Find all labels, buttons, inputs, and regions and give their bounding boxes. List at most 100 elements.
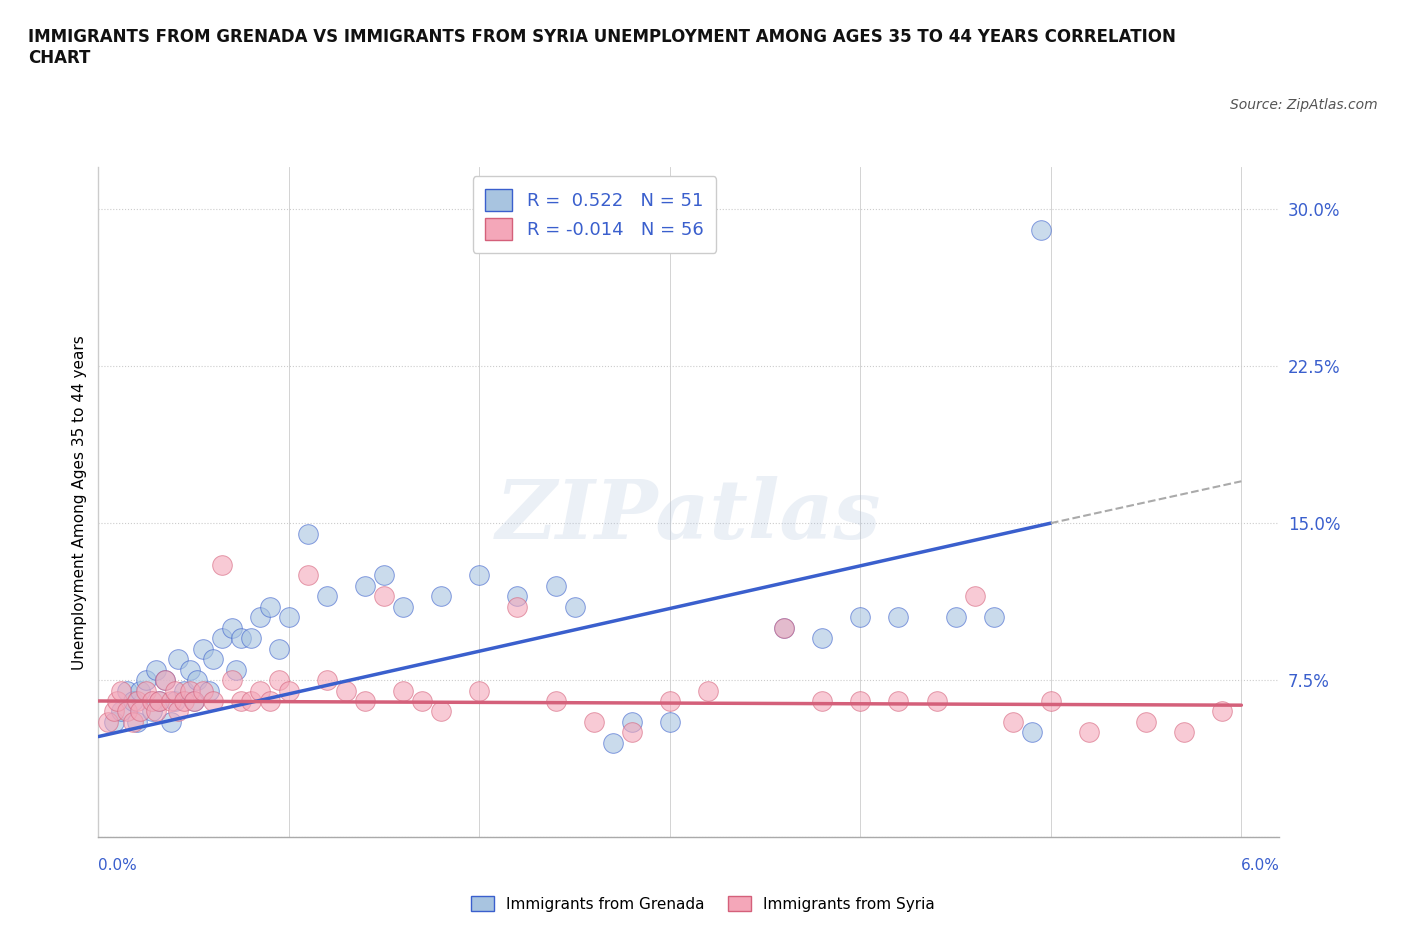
Point (373, 589, 395, 604)
Point (259, 600, 281, 615)
Text: 0.0%: 0.0% (98, 857, 138, 872)
Point (121, 694, 143, 709)
Point (159, 694, 181, 709)
Point (186, 672, 208, 687)
Point (179, 662, 201, 677)
Point (259, 694, 281, 709)
Point (658, 714, 681, 729)
Point (468, 568, 491, 583)
Point (173, 694, 195, 709)
Point (1173, 725, 1195, 740)
Point (316, 672, 339, 687)
Point (582, 714, 605, 729)
Point (544, 578, 567, 593)
Point (153, 672, 176, 687)
Point (297, 568, 319, 583)
Point (354, 578, 377, 593)
Point (167, 704, 190, 719)
Point (811, 694, 834, 709)
Point (135, 683, 157, 698)
Point (811, 631, 834, 645)
Point (225, 662, 247, 677)
Point (239, 694, 262, 709)
Point (249, 683, 271, 698)
Text: Source: ZipAtlas.com: Source: ZipAtlas.com (1230, 98, 1378, 112)
Point (167, 652, 190, 667)
Point (239, 631, 262, 645)
Point (193, 683, 215, 698)
Point (249, 610, 271, 625)
Point (231, 631, 253, 645)
Point (163, 683, 186, 698)
Text: ZIPatlas: ZIPatlas (496, 475, 882, 555)
Point (163, 694, 186, 709)
Point (849, 610, 872, 625)
Point (269, 642, 291, 657)
Point (945, 610, 967, 625)
Text: 6.0%: 6.0% (1240, 857, 1279, 872)
Point (392, 600, 415, 615)
Point (159, 714, 181, 729)
Point (129, 683, 152, 698)
Point (269, 672, 291, 687)
Legend: R =  0.522   N = 51, R = -0.014   N = 56: R = 0.522 N = 51, R = -0.014 N = 56 (472, 177, 716, 253)
Point (173, 683, 195, 698)
Point (110, 683, 132, 698)
Point (221, 672, 243, 687)
Point (373, 568, 395, 583)
Point (1039, 694, 1062, 709)
Point (141, 694, 163, 709)
Point (430, 589, 453, 604)
Point (231, 694, 253, 709)
Point (1135, 714, 1157, 729)
Point (620, 714, 643, 729)
Text: IMMIGRANTS FROM GRENADA VS IMMIGRANTS FROM SYRIA UNEMPLOYMENT AMONG AGES 35 TO 4: IMMIGRANTS FROM GRENADA VS IMMIGRANTS FR… (28, 28, 1175, 67)
Point (411, 694, 433, 709)
Point (129, 704, 152, 719)
Point (602, 736, 624, 751)
Point (925, 694, 948, 709)
Point (316, 589, 339, 604)
Point (430, 704, 453, 719)
Point (963, 589, 986, 604)
Point (392, 683, 415, 698)
Point (849, 694, 872, 709)
Point (201, 652, 224, 667)
Point (153, 672, 176, 687)
Point (121, 714, 143, 729)
Point (277, 610, 299, 625)
Legend: Immigrants from Grenada, Immigrants from Syria: Immigrants from Grenada, Immigrants from… (465, 889, 941, 918)
Point (887, 694, 910, 709)
Point (148, 694, 170, 709)
Point (1001, 714, 1024, 729)
Point (141, 704, 163, 719)
Point (773, 620, 796, 635)
Point (103, 714, 125, 729)
Point (620, 725, 643, 740)
Point (564, 600, 586, 615)
Point (145, 662, 167, 677)
Point (983, 610, 1005, 625)
Point (201, 694, 224, 709)
Y-axis label: Unemployment Among Ages 35 to 44 years: Unemployment Among Ages 35 to 44 years (72, 335, 87, 670)
Point (1031, 223, 1053, 238)
Point (125, 694, 148, 709)
Point (277, 683, 299, 698)
Point (887, 610, 910, 625)
Point (198, 683, 221, 698)
Point (115, 683, 138, 698)
Point (658, 694, 681, 709)
Point (179, 683, 201, 698)
Point (211, 558, 233, 573)
Point (145, 704, 167, 719)
Point (135, 672, 157, 687)
Point (544, 694, 567, 709)
Point (506, 589, 529, 604)
Point (103, 704, 125, 719)
Point (211, 631, 233, 645)
Point (506, 600, 529, 615)
Point (468, 683, 491, 698)
Point (97, 714, 120, 729)
Point (183, 694, 205, 709)
Point (125, 714, 148, 729)
